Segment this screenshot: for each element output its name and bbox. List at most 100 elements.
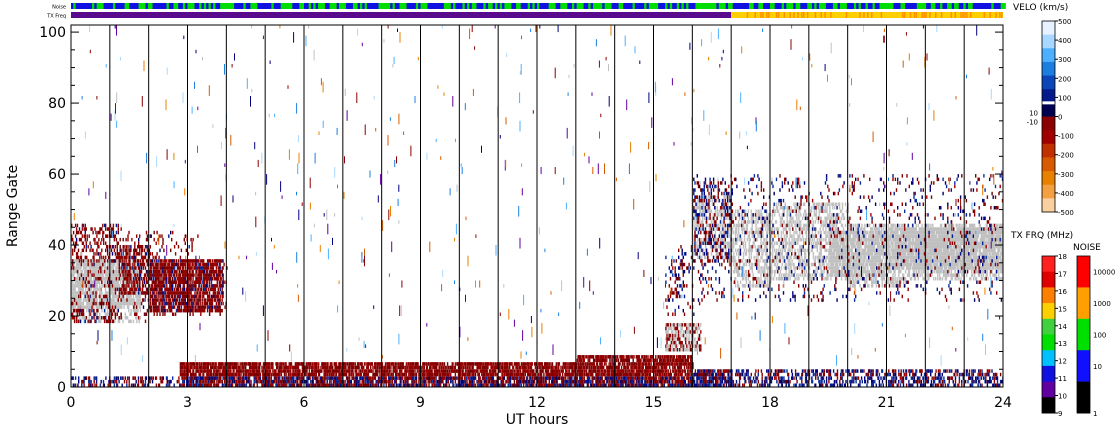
scatter-cell (102, 284, 104, 288)
scatter-cell (104, 266, 107, 270)
scatter-cell (104, 319, 107, 324)
scatter-cell (75, 252, 78, 256)
scatter-cell (490, 383, 492, 387)
scatter-cell (336, 379, 338, 384)
scatter-cell (422, 369, 425, 373)
scatter-cell (259, 362, 262, 366)
scatter-cell (383, 369, 385, 373)
scatter-cell (196, 362, 198, 366)
scatter-cell (206, 383, 209, 387)
scatter-cell (167, 379, 169, 384)
scatter-cell (496, 362, 498, 366)
scatter-cell (245, 362, 248, 366)
scatter-cell (197, 308, 199, 313)
scatter-cell (242, 383, 244, 387)
scatter-cell (195, 301, 197, 306)
scatter-cell (194, 291, 196, 295)
scatter-cell (152, 255, 154, 260)
scatter-cell (159, 376, 161, 380)
scatter-cell (129, 301, 131, 306)
scatter-cell (163, 298, 165, 302)
scatter-cell (89, 259, 91, 263)
scatter-cell (175, 273, 178, 277)
scatter-cell (75, 266, 78, 270)
scatter-cell (415, 379, 418, 384)
scatter-cell (516, 372, 519, 377)
scatter-cell (483, 376, 485, 380)
scatter-cell (202, 291, 204, 295)
scatter-cell (314, 383, 316, 387)
scatter-cell (523, 362, 526, 366)
scatter-cell (532, 379, 534, 384)
scatter-cell (99, 284, 101, 288)
scatter-cell (114, 269, 116, 274)
scatter-cell (149, 298, 151, 302)
scatter-cell (211, 298, 214, 302)
scatter-cell (215, 284, 218, 288)
scatter-cell (266, 372, 269, 377)
scatter-cell (117, 280, 119, 284)
scatter-cell (379, 372, 381, 377)
scatter-cell (292, 365, 294, 370)
scatter-cell (392, 362, 394, 366)
scatter-cell (318, 379, 320, 384)
scatter-cell (178, 273, 181, 277)
scatter-cell (530, 362, 533, 366)
scatter-cell (76, 230, 79, 235)
scatter-cell (97, 294, 100, 299)
scatter-cell (74, 301, 76, 306)
scatter-cell (139, 273, 141, 277)
scatter-cell (365, 362, 367, 366)
scatter-cell (71, 266, 73, 270)
scatter-cell (106, 298, 109, 302)
scatter-cell (276, 376, 278, 380)
scatter-cell (550, 372, 552, 377)
scatter-cell (125, 245, 127, 249)
scatter-cell (188, 301, 190, 306)
scatter-cell (190, 379, 192, 384)
scatter-cell (310, 372, 312, 377)
scatter-cell (111, 301, 114, 306)
scatter-cell (95, 262, 97, 267)
scatter-cell (206, 372, 209, 377)
scatter-cell (207, 372, 210, 377)
scatter-cell (239, 376, 241, 380)
scatter-cell (223, 280, 225, 284)
scatter-cell (189, 287, 191, 292)
scatter-cell (113, 234, 116, 238)
scatter-cell (164, 269, 166, 274)
scatter-cell (350, 362, 352, 366)
scatter-cell (139, 245, 141, 249)
scatter-cell (183, 277, 185, 281)
scatter-cell (103, 262, 105, 267)
scatter-cell (517, 369, 519, 373)
scatter-cell (89, 284, 91, 288)
scatter-cell (265, 362, 268, 366)
scatter-cell (545, 372, 547, 377)
scatter-cell (241, 383, 243, 387)
scatter-cell (249, 372, 251, 377)
scatter-cell (118, 305, 121, 309)
scatter-cell (540, 383, 542, 387)
scatter-cell (189, 280, 191, 284)
scatter-cell (93, 316, 95, 320)
scatter-cell (106, 259, 109, 263)
scatter-cell (522, 372, 524, 377)
scatter-cell (552, 383, 554, 387)
scatter-cell (134, 248, 136, 253)
scatter-cell (189, 284, 191, 288)
scatter-cell (121, 255, 123, 260)
scatter-cell (183, 294, 185, 299)
scatter-cell (212, 372, 214, 377)
scatter-cell (263, 372, 265, 377)
scatter-cell (287, 372, 290, 377)
scatter-cell (292, 383, 294, 387)
scatter-cell (87, 319, 89, 324)
scatter-cell (468, 365, 471, 370)
scatter-cell (492, 383, 495, 387)
scatter-cell (170, 301, 172, 306)
scatter-cell (83, 280, 86, 284)
scatter-cell (215, 259, 218, 263)
scatter-cell (492, 379, 495, 384)
scatter-cell (255, 379, 258, 384)
